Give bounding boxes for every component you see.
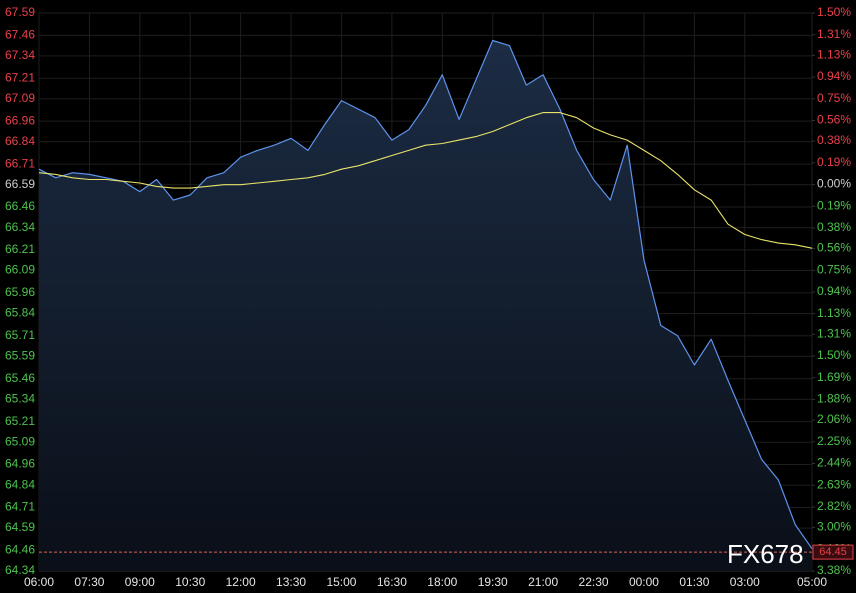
y2-tick-label: 0.94% — [817, 69, 851, 83]
y2-tick-label: 3.38% — [817, 563, 851, 577]
x-tick-label: 12:00 — [226, 575, 256, 589]
y2-tick-label: 1.69% — [817, 370, 851, 384]
y-tick-label: 65.34 — [5, 391, 35, 405]
y2-tick-label: 1.13% — [817, 306, 851, 320]
y-tick-label: 64.59 — [5, 520, 35, 534]
y-tick-label: 66.09 — [5, 263, 35, 277]
x-tick-label: 10:30 — [175, 575, 205, 589]
y2-tick-label: 1.31% — [817, 326, 851, 340]
y2-tick-label: 0.75% — [817, 262, 851, 276]
x-tick-label: 21:00 — [528, 575, 558, 589]
y-tick-label: 67.34 — [5, 48, 35, 62]
x-tick-label: 13:30 — [276, 575, 306, 589]
y-tick-label: 64.46 — [5, 543, 35, 557]
y-tick-label: 67.09 — [5, 91, 35, 105]
y-tick-label: 65.96 — [5, 285, 35, 299]
y2-tick-label: 0.38% — [817, 133, 851, 147]
y2-tick-label: 0.94% — [817, 284, 851, 298]
price-line — [38, 39, 813, 550]
x-tick-label: 07:30 — [74, 575, 104, 589]
x-tick-label: 01:30 — [679, 575, 709, 589]
y2-tick-label: 0.56% — [817, 241, 851, 255]
y-tick-label: 64.71 — [5, 500, 35, 514]
y-tick-label: 66.34 — [5, 220, 35, 234]
y-tick-label: 67.21 — [5, 70, 35, 84]
y-tick-label: 66.59 — [5, 177, 35, 191]
y-tick-label: 64.34 — [5, 563, 35, 577]
y2-tick-label: 2.06% — [817, 412, 851, 426]
y-tick-label: 66.21 — [5, 242, 35, 256]
watermark: FX678 — [727, 539, 804, 569]
y2-tick-label: 2.25% — [817, 434, 851, 448]
y-tick-label: 65.71 — [5, 328, 35, 342]
y2-tick-label: 0.38% — [817, 220, 851, 234]
average-line — [38, 112, 813, 249]
y-tick-label: 67.59 — [5, 5, 35, 19]
x-tick-label: 00:00 — [629, 575, 659, 589]
x-tick-label: 22:30 — [579, 575, 609, 589]
y-tick-label: 65.09 — [5, 434, 35, 448]
x-tick-label: 06:00 — [24, 575, 54, 589]
y2-tick-label: 0.75% — [817, 91, 851, 105]
y2-tick-label: 0.56% — [817, 113, 851, 127]
y-tick-label: 67.46 — [5, 27, 35, 41]
y-tick-label: 66.96 — [5, 113, 35, 127]
y-tick-label: 64.84 — [5, 477, 35, 491]
y-tick-label: 66.71 — [5, 156, 35, 170]
y2-tick-label: 0.00% — [817, 177, 851, 191]
y2-tick-label: 0.19% — [817, 155, 851, 169]
y2-tick-label: 1.50% — [817, 5, 851, 19]
y-tick-label: 66.84 — [5, 134, 35, 148]
y2-tick-label: 1.31% — [817, 27, 851, 41]
y2-tick-label: 3.00% — [817, 520, 851, 534]
x-tick-label: 05:00 — [797, 575, 827, 589]
y-tick-label: 65.21 — [5, 414, 35, 428]
y-tick-label: 64.96 — [5, 457, 35, 471]
y-tick-label: 65.84 — [5, 306, 35, 320]
last-price-tag — [812, 544, 854, 560]
y2-tick-label: 2.82% — [817, 499, 851, 513]
x-tick-label: 19:30 — [478, 575, 508, 589]
y2-tick-label: 1.88% — [817, 392, 851, 406]
y2-tick-label: 2.63% — [817, 477, 851, 491]
x-tick-label: 15:00 — [326, 575, 356, 589]
x-tick-label: 03:00 — [730, 575, 760, 589]
y2-tick-label: 1.13% — [817, 47, 851, 61]
x-tick-label: 16:30 — [377, 575, 407, 589]
y2-tick-label: 1.50% — [817, 348, 851, 362]
x-tick-label: 18:00 — [427, 575, 457, 589]
y2-tick-label: 0.19% — [817, 198, 851, 212]
last-price-label: 64.45 — [819, 546, 847, 558]
y-tick-label: 66.46 — [5, 199, 35, 213]
x-tick-label: 09:00 — [125, 575, 155, 589]
y-tick-label: 65.59 — [5, 349, 35, 363]
y-tick-label: 65.46 — [5, 371, 35, 385]
y2-tick-label: 2.44% — [817, 456, 851, 470]
